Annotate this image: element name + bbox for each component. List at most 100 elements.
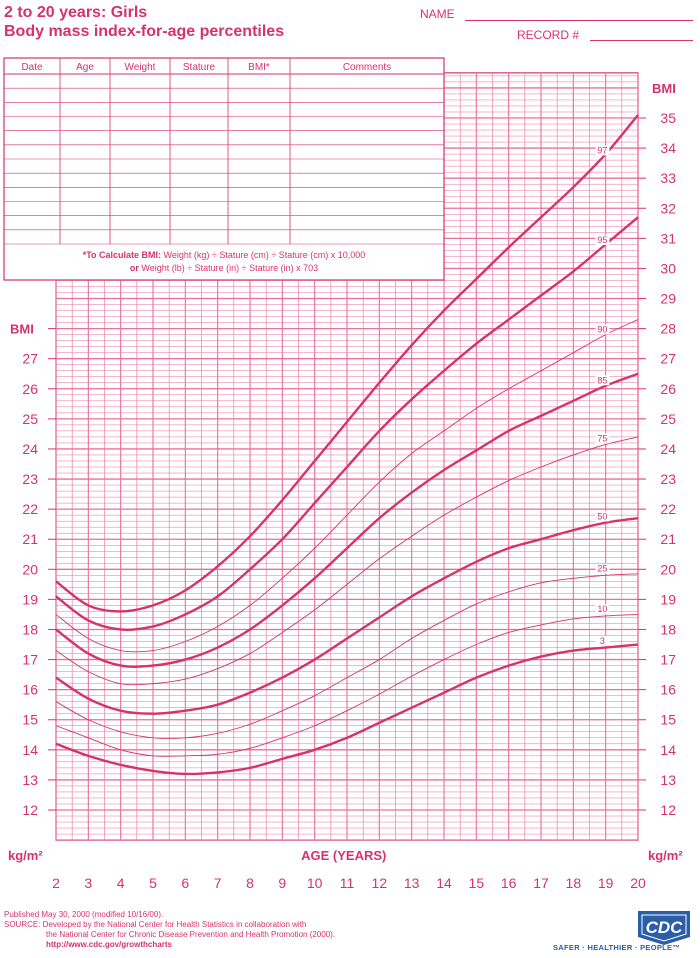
y-tick-label-left: 13 (22, 772, 38, 788)
y-tick-label-right: 20 (660, 561, 676, 577)
y-tick-label-right: 30 (660, 260, 676, 276)
x-tick-label: 15 (469, 875, 485, 891)
y-tick-label-left: 24 (22, 441, 38, 457)
percentile-label-bg (595, 635, 610, 646)
x-tick-label: 4 (117, 875, 125, 891)
x-tick-label: 6 (181, 875, 189, 891)
cdc-logo-text: CDC (646, 918, 684, 937)
y-tick-label-right: 22 (660, 501, 676, 517)
record-table-headers: Date Age Weight Stature BMI* Comments (21, 62, 391, 73)
percentile-label-bg (595, 511, 610, 522)
y-tick-label-left: 12 (22, 802, 38, 818)
cdc-tagline: SAFER · HEALTHIER · PEOPLE™ (553, 943, 681, 952)
percentile-label-bg (595, 375, 610, 386)
y-tick-label-right: 21 (660, 531, 676, 547)
y-tick-label-left: 16 (22, 682, 38, 698)
percentile-curve-90 (55, 319, 639, 653)
footer-source: SOURCE: Developed by the National Center… (4, 920, 307, 929)
percentile-curve-10 (55, 613, 639, 757)
x-tick-label: 13 (404, 875, 420, 891)
footer-published: Published May 30, 2000 (modified 10/16/0… (4, 910, 164, 919)
y-tick-label-right: 19 (660, 591, 676, 607)
percentile-label-97: 97 (597, 145, 607, 155)
y-axis-label-right: BMI (652, 81, 676, 96)
y-tick-label-right: 28 (660, 321, 676, 337)
name-label: NAME (420, 7, 455, 21)
percentile-label-90: 90 (597, 324, 607, 334)
x-tick-label: 14 (436, 875, 452, 891)
percentile-label-50: 50 (597, 511, 607, 521)
record-label: RECORD # (517, 28, 580, 42)
y-tick-label-left: 18 (22, 621, 38, 637)
y-tick-label-right: 18 (660, 621, 676, 637)
bmi-formula-line2: or Weight (lb) ÷ Stature (in) ÷ Stature … (130, 263, 318, 273)
percentile-label-25: 25 (597, 564, 607, 574)
x-axis-label-bg (291, 846, 396, 864)
name-field[interactable] (465, 20, 693, 21)
percentile-label-3: 3 (600, 636, 605, 646)
percentile-curve-75 (55, 436, 639, 686)
y-tick-label-left: 23 (22, 471, 38, 487)
x-tick-label: 16 (501, 875, 517, 891)
percentile-curve-95 (55, 216, 639, 631)
table-header-comments: Comments (343, 62, 391, 73)
y-tick-label-right: 35 (660, 110, 676, 126)
y-axis-label-left: BMI (10, 322, 34, 337)
x-tick-label: 17 (533, 875, 549, 891)
y-tick-label-left: 17 (22, 652, 38, 668)
y-tick-label-right: 27 (660, 351, 676, 367)
y-tick-label-right: 31 (660, 230, 676, 246)
x-tick-label: 10 (307, 875, 323, 891)
percentile-curve-3 (55, 643, 639, 776)
percentile-label-bg (595, 235, 610, 246)
percentile-label-bg (595, 145, 610, 156)
bmi-chart: Date Age Weight Stature BMI* Comments *To Cal… (3, 57, 690, 891)
y-tick-label-left: 19 (22, 591, 38, 607)
y-tick-label-right: 34 (660, 140, 676, 156)
table-header-bmi: BMI* (248, 62, 270, 73)
x-tick-label: 18 (566, 875, 582, 891)
x-tick-label: 2 (52, 875, 60, 891)
cdc-logo: CDC (638, 911, 690, 945)
y-tick-label-left: 22 (22, 501, 38, 517)
y-tick-label-right: 12 (660, 802, 676, 818)
footer-link[interactable]: http://www.cdc.gov/growthcharts (46, 940, 172, 949)
y-tick-label-left: 20 (22, 561, 38, 577)
y-tick-label-right: 15 (660, 712, 676, 728)
table-header-weight: Weight (125, 62, 156, 73)
percentile-label-bg (595, 433, 610, 444)
y-tick-label-left: 25 (22, 411, 38, 427)
y-tick-label-left: 21 (22, 531, 38, 547)
y-axis-label-bg (650, 79, 690, 96)
percentile-curves: 3 10 25 50 75 85 90 95 97 (55, 114, 639, 776)
x-tick-label: 9 (278, 875, 286, 891)
percentile-curve-85 (55, 372, 639, 668)
unit-label-right: kg/m² (648, 848, 683, 863)
x-tick-label: 11 (340, 875, 355, 891)
record-table-lines (4, 58, 444, 245)
percentile-label-75: 75 (597, 433, 607, 443)
y-tick-label-right: 14 (660, 742, 676, 758)
table-header-age: Age (76, 62, 94, 73)
record-field[interactable] (590, 40, 693, 41)
chart-title-line2: Body mass index-for-age percentiles (4, 23, 285, 40)
x-tick-label: 20 (630, 875, 646, 891)
x-tick-label: 3 (84, 875, 92, 891)
y-tick-label-right: 33 (660, 170, 676, 186)
x-tick-label: 19 (598, 875, 614, 891)
y-tick-label-right: 13 (660, 772, 676, 788)
y-tick-label-right: 16 (660, 682, 676, 698)
y-tick-label-left: 27 (22, 351, 38, 367)
bmi-formula-line1: *To Calculate BMI: Weight (kg) ÷ Stature… (83, 250, 366, 260)
y-tick-label-right: 25 (660, 411, 676, 427)
footer: Published May 30, 2000 (modified 10/16/0… (4, 910, 335, 950)
y-tick-label-right: 32 (660, 200, 676, 216)
percentile-label-bg (595, 324, 610, 335)
x-tick-label: 12 (372, 875, 388, 891)
table-header-date: Date (21, 62, 43, 73)
unit-label-left: kg/m² (8, 848, 43, 863)
record-table (3, 57, 445, 281)
footer-source-cont: the National Center for Chronic Disease … (46, 930, 336, 939)
y-tick-label-right: 24 (660, 441, 676, 457)
table-header-stature: Stature (183, 62, 216, 73)
